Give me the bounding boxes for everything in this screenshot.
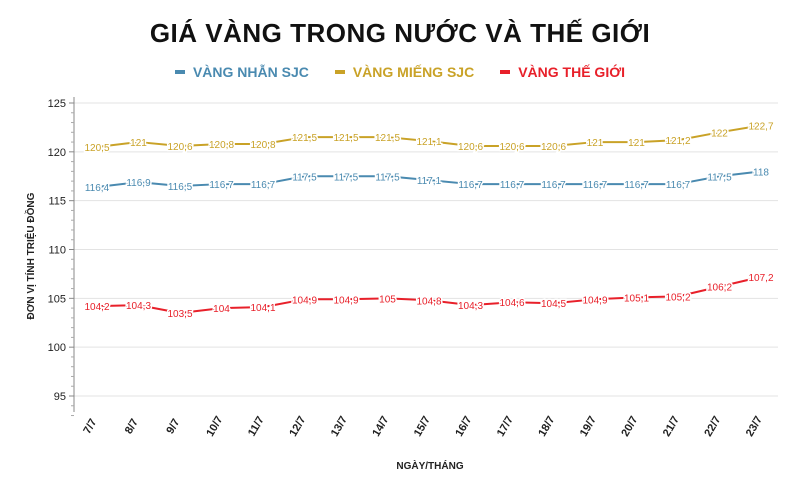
data-label: 120,5	[84, 143, 109, 154]
legend-label-mieng-sjc: VÀNG MIẾNG SJC	[352, 64, 475, 80]
data-label: 116,7	[666, 180, 691, 191]
y-tick-label: 110	[48, 245, 66, 257]
y-axis-label: ĐƠN VỊ TÍNH TRIỆU ĐỒNG	[24, 192, 37, 319]
data-label: 116,7	[251, 180, 276, 191]
data-label: 121,2	[665, 136, 690, 147]
data-label: 122,7	[748, 121, 773, 132]
data-label: 116,7	[583, 180, 608, 191]
data-label: 116,7	[209, 180, 234, 191]
x-tick-label: 22/7	[702, 414, 723, 439]
x-tick-label: 12/7	[287, 414, 308, 439]
legend-item-mieng-sjc: VÀNG MIẾNG SJC	[334, 64, 475, 80]
data-label: 116,4	[85, 183, 110, 194]
x-tick-label: 20/7	[619, 414, 640, 439]
x-tick-label: 21/7	[661, 414, 682, 439]
data-label: 104,1	[250, 303, 275, 314]
data-label: 104,8	[416, 296, 441, 307]
x-tick-label: 10/7	[204, 414, 225, 439]
data-label: 116,5	[168, 182, 193, 193]
legend-swatch-mieng-sjc	[334, 70, 345, 74]
data-label: 121,5	[333, 133, 358, 144]
data-label: 121,1	[416, 137, 441, 148]
data-label: 117,5	[292, 172, 317, 183]
x-tick-label: 18/7	[536, 414, 557, 439]
legend-label-the-gioi: VÀNG THẾ GIỚI	[518, 64, 626, 80]
data-label: 118	[753, 167, 769, 178]
data-label: 121,5	[375, 133, 400, 144]
x-tick-label: 8/7	[123, 417, 141, 436]
data-label: 116,7	[541, 180, 566, 191]
x-tick-label: 9/7	[164, 417, 182, 436]
y-tick-label: 105	[48, 293, 66, 305]
data-label: 105,1	[624, 293, 649, 304]
x-tick-label: 23/7	[744, 414, 765, 439]
data-label: 117,5	[375, 172, 400, 183]
series-line-1	[96, 124, 762, 148]
data-label: 116,7	[458, 180, 483, 191]
x-axis-label: NGÀY/THÁNG	[396, 459, 463, 472]
data-label: 107,2	[748, 273, 773, 284]
data-label: 116,7	[624, 180, 649, 191]
data-label: 103,5	[167, 309, 192, 320]
data-label: 104,3	[126, 301, 151, 312]
data-label: 117,5	[334, 172, 359, 183]
legend-item-nhan-sjc: VÀNG NHẪN SJC	[174, 64, 309, 80]
data-label: 105,2	[665, 292, 690, 303]
data-label: 121,5	[292, 133, 317, 144]
data-label: 120,8	[250, 140, 275, 151]
legend-swatch-nhan-sjc	[174, 70, 185, 74]
x-tick-label: 16/7	[453, 414, 474, 439]
x-tick-label: 13/7	[329, 414, 350, 439]
data-label: 116,7	[500, 180, 525, 191]
data-label: 105	[379, 294, 396, 305]
data-label: 120,6	[458, 142, 483, 153]
y-tick-label: 95	[54, 391, 66, 403]
data-label: 120,6	[167, 142, 192, 153]
data-label: 104,3	[458, 301, 483, 312]
x-tick-label: 14/7	[370, 414, 391, 439]
data-label: 121	[587, 138, 604, 149]
data-label: 104,9	[292, 295, 317, 306]
data-label: 121	[130, 138, 147, 149]
data-label: 104,5	[541, 299, 566, 310]
data-label: 106,2	[707, 283, 732, 294]
y-tick-label: 100	[48, 342, 66, 354]
series-line-0	[96, 170, 762, 188]
data-label: 104,9	[333, 295, 358, 306]
legend-item-the-gioi: VÀNG THẾ GIỚI	[500, 64, 625, 80]
data-label: 104,6	[499, 298, 524, 309]
data-label: 117,1	[417, 176, 442, 187]
data-label: 121	[628, 138, 645, 149]
series-line-2	[96, 275, 762, 314]
data-label: 104	[213, 304, 230, 315]
y-tick-label: 120	[48, 147, 66, 159]
chart-title: GIÁ VÀNG TRONG NƯỚC VÀ THẾ GIỚI	[149, 18, 651, 48]
chart-legend: VÀNG NHẪN SJC VÀNG MIẾNG SJC VÀNG THẾ GI…	[0, 64, 800, 80]
y-tick-label: 115	[48, 196, 66, 208]
data-label: 104,9	[582, 295, 607, 306]
legend-label-nhan-sjc: VÀNG NHẪN SJC	[192, 64, 309, 80]
x-tick-label: 19/7	[578, 414, 599, 439]
y-tick-label: 125	[48, 98, 66, 110]
x-tick-label: 11/7	[246, 414, 267, 438]
data-label: 120,6	[541, 142, 566, 153]
data-label: 120,6	[499, 142, 524, 153]
data-label: 120,8	[209, 140, 234, 151]
data-label: 117,5	[707, 172, 732, 183]
data-label: 116,9	[126, 178, 151, 189]
x-tick-label: 7/7	[81, 417, 99, 436]
legend-swatch-the-gioi	[500, 70, 511, 74]
data-label: 122	[711, 128, 728, 139]
x-tick-label: 17/7	[495, 414, 516, 439]
x-tick-label: 15/7	[412, 414, 433, 439]
data-label: 104,2	[84, 302, 109, 313]
